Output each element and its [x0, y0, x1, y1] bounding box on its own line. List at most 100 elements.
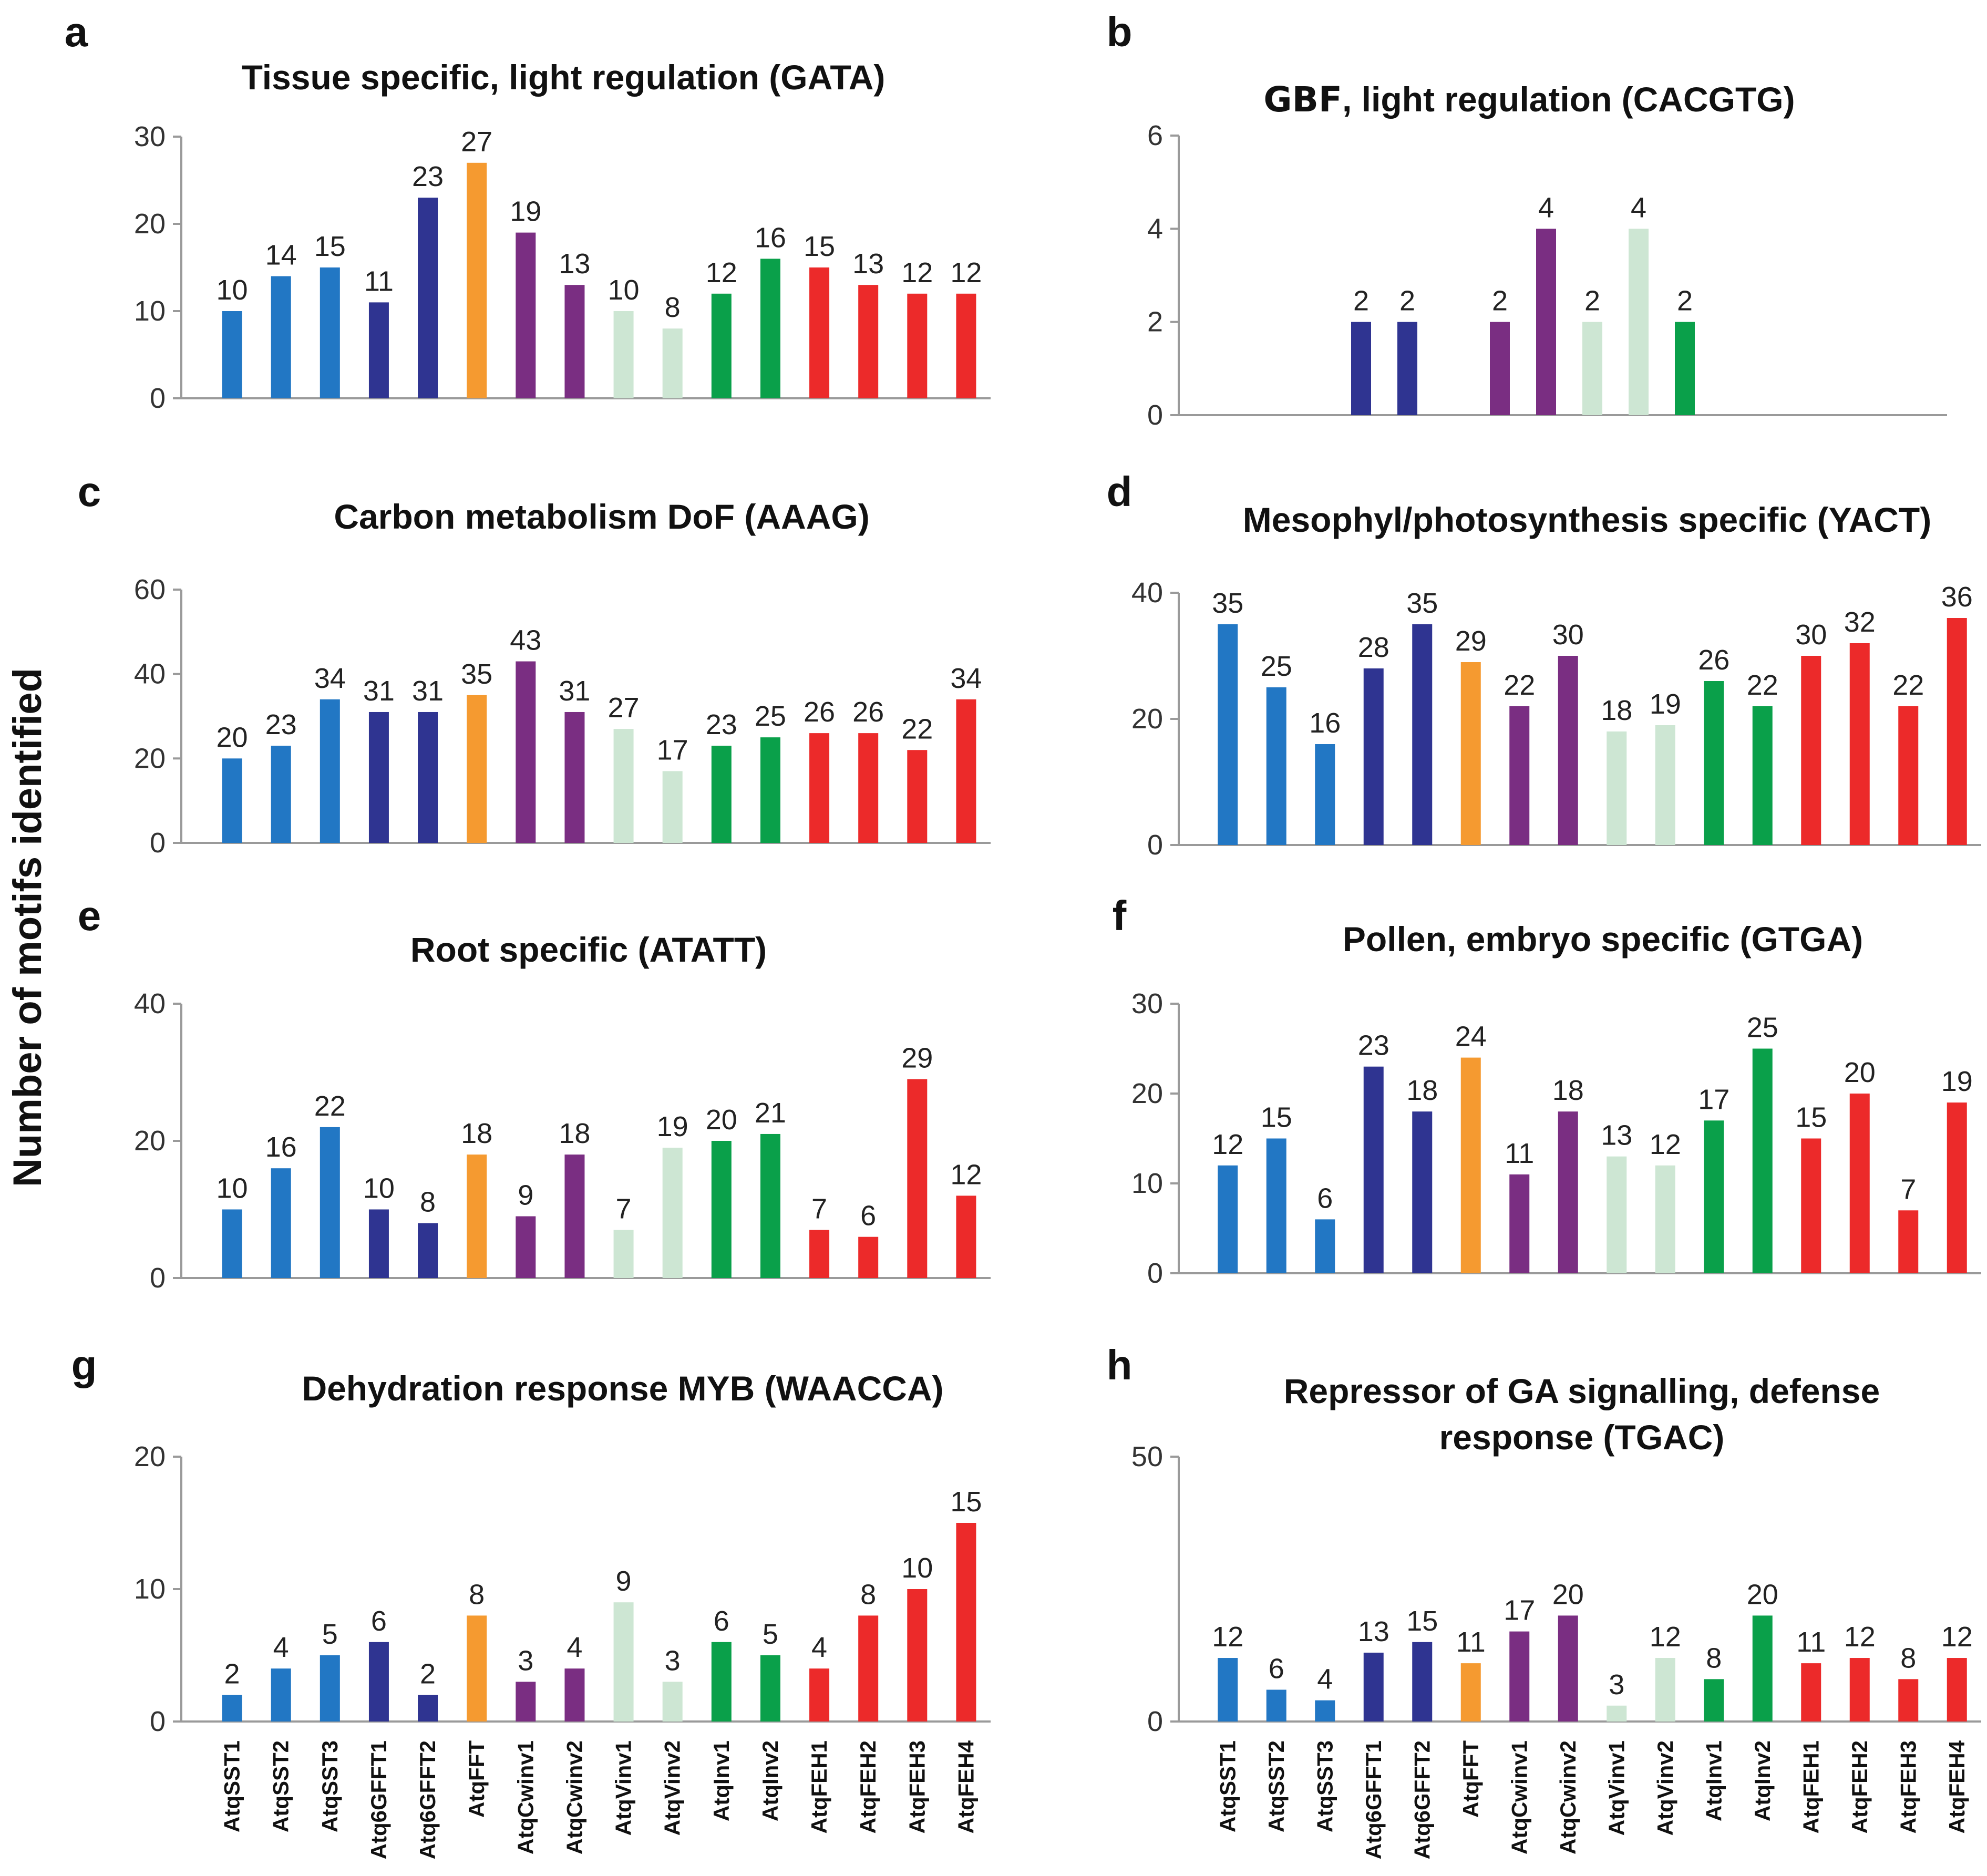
bar-f-AtqFFT — [1460, 1057, 1481, 1273]
bar-h-AtqFFT — [1460, 1663, 1481, 1722]
bar-a-AtqVinv2 — [662, 328, 683, 398]
bar-a-Atq6GFFT2 — [418, 198, 438, 398]
category-label-h-AtqFEH4: AtqFEH4 — [1944, 1740, 1969, 1833]
y-tick-label-h: 50 — [1131, 1441, 1163, 1472]
y-tick-label-b: 0 — [1147, 399, 1163, 431]
bar-g-AtqInv1 — [711, 1642, 732, 1722]
value-label-g-AtqVinv1: 9 — [616, 1565, 632, 1597]
value-label-h-AtqFEH3: 8 — [1900, 1642, 1916, 1674]
value-label-e-AtqInv1: 20 — [706, 1104, 737, 1136]
value-label-e-AtqFEH2: 6 — [860, 1200, 876, 1232]
value-label-f-Atq6GFFT1: 23 — [1358, 1030, 1389, 1061]
category-label-h-AtqFEH2: AtqFEH2 — [1847, 1740, 1872, 1833]
value-label-d-AtqFFT: 29 — [1455, 625, 1487, 657]
bar-h-AtqSST2 — [1266, 1689, 1286, 1722]
category-label-g-AtqFFT: AtqFFT — [464, 1740, 489, 1818]
panel-title-d: Mesophyl/photosynthesis specific (YACT) — [1243, 500, 1931, 539]
bar-e-AtqFEH3 — [907, 1079, 928, 1278]
panel-title-h: Repressor of GA signalling, defense — [1284, 1372, 1880, 1410]
value-label-c-Atq6GFFT1: 31 — [363, 675, 395, 707]
bar-e-AtqInv1 — [711, 1141, 732, 1278]
y-tick-label-f: 0 — [1147, 1257, 1163, 1289]
bar-c-AtqInv2 — [760, 737, 780, 843]
bar-e-AtqSST1 — [222, 1209, 242, 1278]
category-label-g-Atq6GFFT2: Atq6GFFT2 — [415, 1740, 440, 1859]
bar-c-AtqFEH2 — [858, 733, 879, 843]
bar-c-AtqCwinv1 — [516, 661, 536, 843]
y-tick-label-b: 6 — [1147, 120, 1163, 151]
bar-g-AtqFEH2 — [858, 1615, 879, 1722]
y-tick-label-f: 30 — [1131, 988, 1163, 1019]
value-label-g-AtqSST3: 5 — [322, 1619, 338, 1650]
value-label-d-AtqFEH3: 22 — [1892, 669, 1924, 701]
value-label-g-AtqSST2: 4 — [273, 1632, 289, 1663]
y-tick-label-b: 2 — [1147, 306, 1163, 338]
bar-a-AtqSST1 — [222, 311, 242, 398]
bar-h-AtqSST1 — [1218, 1658, 1238, 1722]
panel-letter-e: e — [78, 892, 101, 939]
panel-letter-g: g — [71, 1342, 97, 1388]
bar-g-AtqSST1 — [222, 1695, 242, 1722]
value-label-a-AtqSST3: 15 — [314, 231, 346, 262]
bar-f-AtqSST3 — [1315, 1219, 1335, 1273]
value-label-b-AtqCwinv1: 2 — [1492, 285, 1508, 317]
category-label-g-AtqVinv1: AtqVinv1 — [611, 1740, 636, 1836]
bar-g-AtqFEH1 — [809, 1668, 830, 1722]
value-label-f-AtqSST2: 15 — [1261, 1102, 1292, 1133]
category-label-g-AtqFEH3: AtqFEH3 — [904, 1740, 929, 1833]
bar-h-AtqCwinv2 — [1558, 1615, 1578, 1722]
chart-panel-d: d Mesophyl/photosynthesis specific (YACT)… — [1107, 468, 1981, 861]
bar-e-Atq6GFFT2 — [418, 1223, 438, 1278]
value-label-h-AtqFEH2: 12 — [1844, 1621, 1876, 1653]
bar-d-AtqInv1 — [1704, 681, 1724, 845]
value-label-h-AtqCwinv1: 17 — [1504, 1595, 1535, 1626]
value-label-h-Atq6GFFT1: 13 — [1358, 1616, 1389, 1647]
bar-h-AtqFEH1 — [1801, 1663, 1821, 1722]
bar-a-AtqCwinv1 — [516, 232, 536, 398]
value-label-b-Atq6GFFT2: 2 — [1399, 285, 1415, 317]
panel-title-line2-h: response (TGAC) — [1439, 1418, 1725, 1457]
category-label-g-AtqVinv2: AtqVinv2 — [660, 1740, 685, 1836]
chart-panel-g: g Dehydration response MYB (WAACCA) 0 10 20 2… — [71, 1342, 991, 1859]
bar-h-AtqFEH4 — [1947, 1658, 1967, 1722]
category-label-h-AtqFEH3: AtqFEH3 — [1896, 1740, 1920, 1833]
chart-panel-h: h Repressor of GA signalling, defense resp… — [1107, 1342, 1981, 1859]
bar-a-Atq6GFFT1 — [368, 302, 389, 398]
value-label-e-AtqFFT: 18 — [461, 1118, 492, 1149]
bar-d-AtqSST3 — [1315, 744, 1335, 845]
category-label-g-AtqCwinv1: AtqCwinv1 — [513, 1740, 538, 1854]
value-label-f-AtqFEH4: 19 — [1941, 1066, 1973, 1097]
bar-g-Atq6GFFT2 — [418, 1695, 438, 1722]
bar-f-AtqSST1 — [1218, 1165, 1238, 1273]
value-label-e-AtqInv2: 21 — [755, 1097, 786, 1129]
value-label-c-AtqFEH4: 34 — [950, 663, 982, 694]
value-label-d-AtqSST1: 35 — [1212, 587, 1243, 619]
value-label-d-AtqCwinv2: 30 — [1552, 619, 1584, 651]
value-label-f-AtqCwinv2: 18 — [1552, 1075, 1584, 1106]
value-label-a-AtqSST1: 10 — [217, 274, 248, 306]
y-tick-label-a: 0 — [150, 383, 166, 414]
bar-g-AtqSST3 — [320, 1655, 340, 1722]
bar-a-AtqFFT — [467, 162, 487, 398]
panel-letter-d: d — [1107, 468, 1133, 515]
bar-d-AtqFEH3 — [1898, 706, 1919, 845]
bar-c-AtqFEH4 — [956, 699, 976, 843]
y-tick-label-c: 0 — [150, 827, 166, 859]
bar-e-AtqVinv1 — [613, 1230, 634, 1278]
value-label-g-AtqSST1: 2 — [224, 1658, 240, 1690]
value-label-f-AtqFFT: 24 — [1455, 1021, 1487, 1053]
category-label-h-AtqVinv2: AtqVinv2 — [1653, 1740, 1677, 1836]
value-label-a-AtqVinv1: 10 — [608, 274, 640, 306]
value-label-d-AtqFEH2: 32 — [1844, 606, 1876, 638]
category-label-h-AtqVinv1: AtqVinv1 — [1604, 1740, 1629, 1836]
bar-a-AtqVinv1 — [613, 311, 634, 398]
y-tick-label-a: 10 — [134, 295, 166, 327]
category-label-h-AtqCwinv2: AtqCwinv2 — [1556, 1740, 1580, 1854]
bar-e-AtqSST3 — [320, 1127, 340, 1278]
bar-h-AtqVinv1 — [1607, 1705, 1627, 1722]
bar-a-AtqSST2 — [271, 276, 291, 398]
value-label-h-AtqFFT: 11 — [1456, 1626, 1486, 1658]
bar-a-AtqFEH4 — [956, 293, 976, 398]
bar-g-AtqVinv2 — [662, 1682, 683, 1722]
